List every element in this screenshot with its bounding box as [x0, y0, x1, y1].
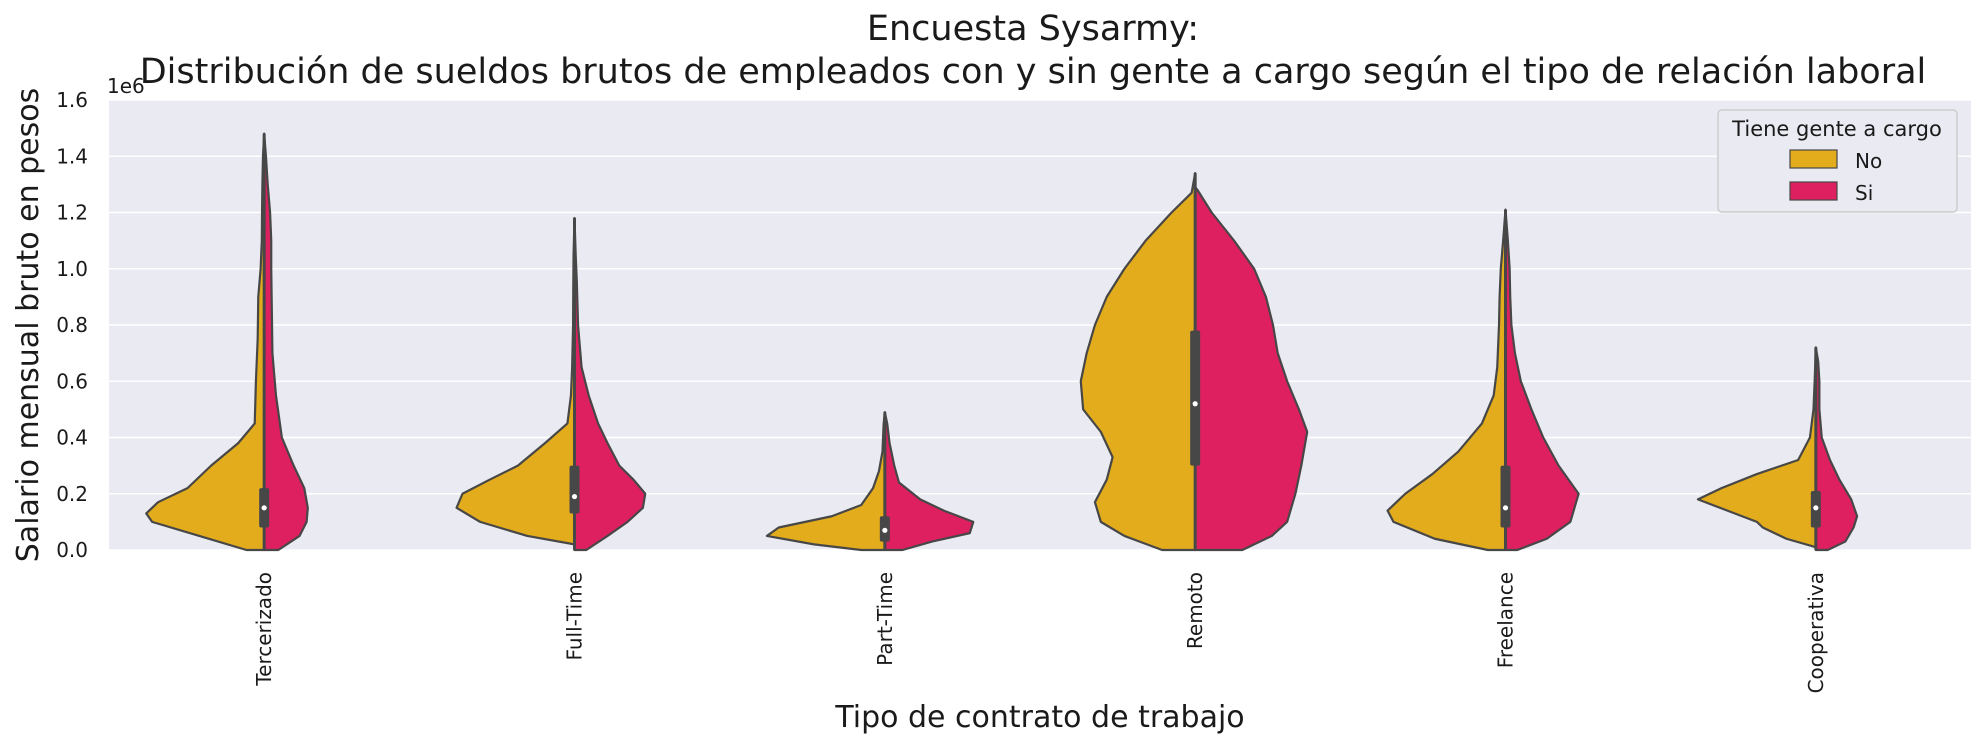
- x-tick-label: Freelance: [1494, 572, 1518, 668]
- violin-iqr-box: [1500, 465, 1511, 528]
- violin-half-no: [145, 132, 266, 552]
- y-tick-label: 0.0: [56, 538, 88, 562]
- x-tick-label: Part-Time: [873, 572, 897, 666]
- legend-label-no: No: [1855, 149, 1882, 173]
- violin-median-dot: [571, 493, 578, 500]
- y-tick-label: 1.2: [56, 201, 88, 225]
- violin-half-si: [1504, 208, 1580, 552]
- violin-half-si: [573, 217, 647, 552]
- y-tick-label: 1.4: [56, 144, 88, 168]
- violin-half-no: [1386, 208, 1507, 552]
- violin-layer: [145, 132, 1859, 552]
- x-tick-label: Full-Time: [563, 572, 587, 661]
- x-tick-label: Cooperativa: [1804, 572, 1828, 693]
- grid-layer: [109, 99, 1971, 551]
- x-tick-labels: Tercerizado Full-Time Part-Time Remoto Freel…: [252, 572, 1828, 693]
- violin-median-dot: [1192, 401, 1198, 407]
- y-tick-label: 1.6: [56, 88, 88, 112]
- y-tick-labels: 0.0 0.2 0.4 0.6 0.8 1.0 1.2 1.4 1.6: [56, 88, 88, 562]
- y-tick-label: 0.2: [56, 482, 88, 506]
- legend-title: Tiene gente a cargo: [1731, 117, 1942, 141]
- violin-half-si: [1814, 346, 1859, 552]
- violin-median-dot: [1813, 505, 1819, 511]
- violin-median-dot: [882, 527, 888, 533]
- box-layer: [259, 133, 1821, 550]
- legend-swatch-si: [1789, 181, 1838, 201]
- violin-iqr-box: [1190, 330, 1201, 466]
- legend-swatch-no: [1789, 149, 1838, 169]
- y-axis-label: Salario mensual bruto en pesos: [11, 88, 46, 562]
- legend: Tiene gente a cargo No Si: [1717, 109, 1958, 213]
- violin-half-si: [883, 411, 975, 552]
- chart-title-line1: Encuesta Sysarmy:: [867, 9, 1199, 49]
- x-tick-label: Tercerizado: [252, 572, 276, 687]
- violin-half-si: [263, 132, 309, 552]
- y-tick-label: 0.8: [56, 313, 88, 337]
- x-axis-label: Tipo de contrato de trabajo: [834, 700, 1244, 735]
- violin-iqr-box: [569, 465, 580, 514]
- legend-label-si: Si: [1855, 181, 1873, 205]
- y-offset-label: 1e6: [107, 74, 145, 98]
- violin-median-dot: [261, 505, 267, 511]
- violin-half-si: [1194, 186, 1309, 552]
- violin-median-dot: [1502, 505, 1509, 511]
- chart-title-line2: Distribución de sueldos brutos de emplea…: [140, 52, 1927, 92]
- y-tick-label: 0.6: [56, 369, 88, 393]
- y-tick-label: 0.4: [56, 426, 88, 450]
- y-tick-label: 1.0: [56, 257, 88, 281]
- x-tick-label: Remoto: [1183, 572, 1207, 649]
- violin-half-no: [1079, 172, 1197, 552]
